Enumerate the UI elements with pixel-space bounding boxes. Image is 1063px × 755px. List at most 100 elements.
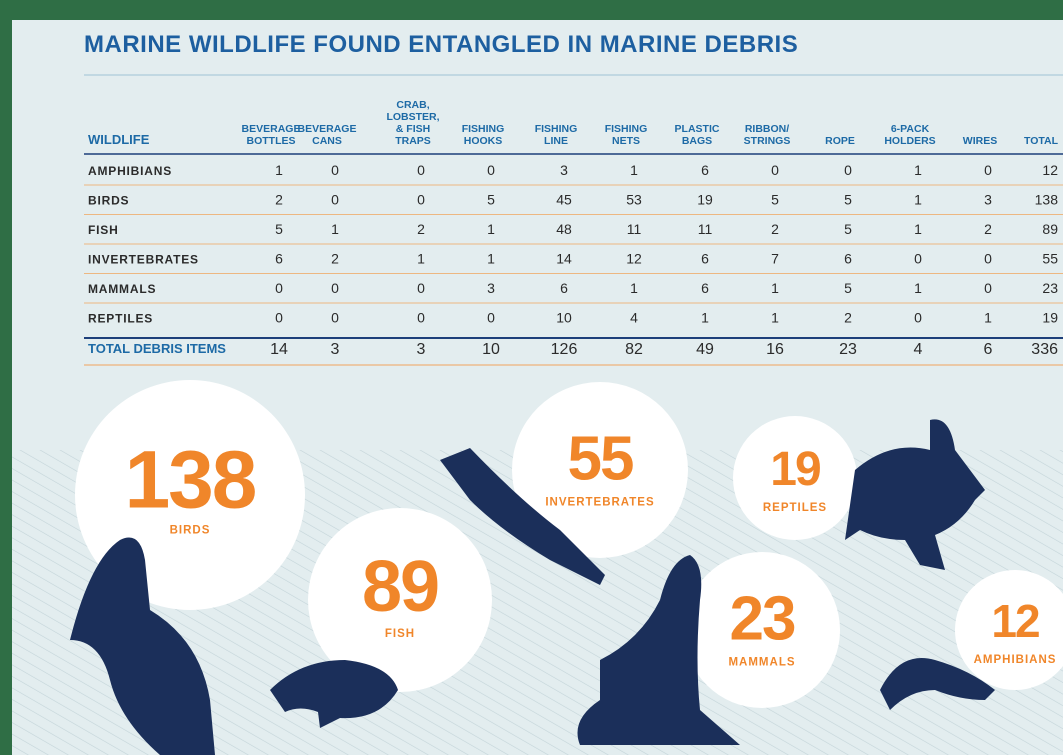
column-header: ROPE [825,135,855,147]
cell: 138 [1035,192,1059,208]
cell: 19 [697,192,713,208]
cell: 0 [914,251,922,267]
cell: 45 [556,192,572,208]
column-header: & FISH [396,123,430,135]
cell: 0 [984,280,992,296]
cell: 14 [556,251,572,267]
cell: 0 [984,162,992,178]
cell: 1 [914,280,922,296]
cell: 1 [417,251,425,267]
highlight-number: 19 [770,443,820,496]
column-header: WIRES [963,135,997,147]
cell: 2 [275,192,283,208]
cell: 0 [914,310,922,326]
highlight-label: MAMMALS [728,656,795,668]
total-cell: 82 [625,341,643,358]
cell: 6 [701,251,709,267]
cell: 1 [630,280,638,296]
cell: 0 [417,280,425,296]
column-header: BOTTLES [247,135,296,147]
cell: 12 [626,251,642,267]
column-header: STRINGS [744,135,791,147]
cell: 1 [914,162,922,178]
cell: 1 [275,162,283,178]
cell: 1 [771,280,779,296]
total-cell: 10 [482,341,500,358]
cell: 0 [417,162,425,178]
cell: 0 [417,310,425,326]
cell: 2 [984,221,992,237]
column-header: BEVERAGE [242,123,301,135]
cell: 0 [275,310,283,326]
total-cell: 3 [417,341,426,358]
cell: 55 [1042,251,1058,267]
total-cell: 126 [551,341,578,358]
highlight-label: INVERTEBRATES [545,496,654,508]
cell: 1 [331,221,339,237]
cell: 1 [914,221,922,237]
column-header: 6-PACK [891,123,930,135]
total-cell: 6 [984,341,993,358]
column-header: FISHING [462,123,505,135]
cell: 19 [1042,310,1058,326]
total-cell: 49 [696,341,714,358]
cell: 5 [275,221,283,237]
cell: 5 [771,192,779,208]
column-header: BEVERAGE [298,123,357,135]
highlight-number: 12 [991,595,1039,647]
cell: 89 [1042,221,1058,237]
cell: 23 [1042,280,1058,296]
row-label: REPTILES [88,312,153,326]
column-header: CRAB, [396,99,429,111]
cell: 0 [331,192,339,208]
cell: 6 [701,280,709,296]
cell: 2 [844,310,852,326]
cell: 2 [417,221,425,237]
row-label: INVERTEBRATES [88,253,199,267]
cell: 0 [275,280,283,296]
highlight-label: REPTILES [763,502,827,514]
column-header: BAGS [682,135,712,147]
cell: 1 [701,310,709,326]
cell: 2 [331,251,339,267]
cell: 6 [844,251,852,267]
cell: 5 [844,192,852,208]
highlight-number: 23 [730,584,795,653]
cell: 3 [560,162,568,178]
cell: 0 [331,310,339,326]
cell: 1 [914,192,922,208]
cell: 11 [627,221,642,237]
cell: 0 [771,162,779,178]
highlight-label: BIRDS [170,524,211,536]
column-header: LINE [544,135,568,147]
cell: 0 [487,162,495,178]
column-header: HOLDERS [884,135,935,147]
cell: 1 [984,310,992,326]
row-label: BIRDS [88,194,129,208]
cell: 11 [698,221,713,237]
cell: 0 [984,251,992,267]
infographic: MARINE WILDLIFE FOUND ENTANGLED IN MARIN… [0,0,1063,755]
column-header: CANS [312,135,342,147]
column-header: FISHING [605,123,648,135]
cell: 0 [417,192,425,208]
total-cell: 16 [766,341,784,358]
cell: 5 [844,280,852,296]
total-cell: 3 [331,341,340,358]
total-cell: 14 [270,341,288,358]
cell: 0 [844,162,852,178]
row-label: MAMMALS [88,282,156,296]
highlight-number: 138 [125,434,256,525]
cell: 7 [771,251,779,267]
cell: 5 [844,221,852,237]
total-cell: 23 [839,341,857,358]
column-header: RIBBON/ [745,123,789,135]
highlight-number: 89 [362,547,438,627]
row-label: AMPHIBIANS [88,164,172,178]
cell: 5 [487,192,495,208]
cell: 4 [630,310,638,326]
column-header: HOOKS [464,135,503,147]
column-header: NETS [612,135,640,147]
cell: 0 [487,310,495,326]
cell: 1 [771,310,779,326]
